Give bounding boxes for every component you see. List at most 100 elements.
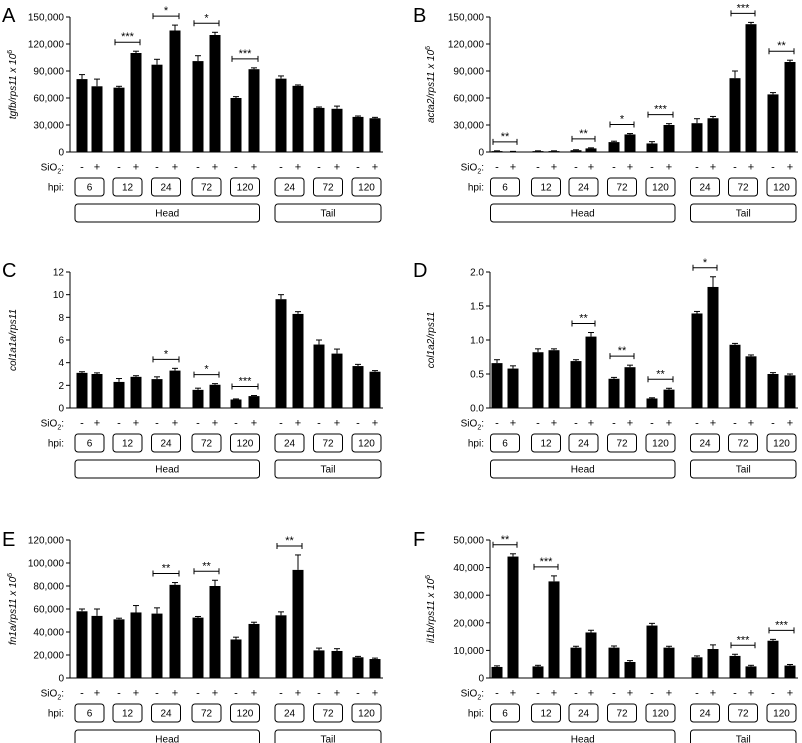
region-label: Head: [571, 465, 595, 476]
hpi-value: 24: [699, 709, 711, 720]
treatment-sign: -: [279, 162, 283, 174]
treatment-sign: -: [356, 418, 360, 430]
y-axis-label-text: il1b/rps11 x 10: [426, 578, 437, 643]
treatment-sign: -: [196, 162, 200, 174]
treatment-sign: -: [695, 162, 699, 174]
treatment-sign: +: [710, 418, 716, 430]
sio2-label-colon: :: [481, 689, 484, 700]
bar-head-24hpi-plus: [169, 584, 181, 678]
treatment-sign: +: [787, 418, 793, 430]
hpi-box: [351, 177, 382, 197]
treatment-sign: -: [695, 418, 699, 430]
y-axis-label: col1a1a/rps11: [8, 309, 19, 371]
hpi-box: [766, 703, 797, 723]
bar-head-6hpi-minus: [76, 372, 88, 408]
sio2-label-text: SiO: [461, 163, 478, 174]
bar-head-120hpi-minus: [230, 399, 242, 408]
bar-head-72hpi-plus: [624, 367, 636, 408]
hpi-value: 72: [322, 439, 334, 450]
hpi-box: [313, 177, 343, 197]
bar-tail-120hpi-plus: [784, 665, 796, 678]
treatment-sign: +: [372, 418, 378, 430]
hpi-box: [490, 433, 520, 453]
bar-tail-24hpi-minus: [691, 657, 703, 678]
hpi-value: 24: [578, 439, 590, 450]
treatment-sign: +: [334, 688, 340, 700]
y-tick-label: 0: [58, 148, 64, 159]
bar-head-24hpi-minus: [151, 613, 163, 678]
treatment-sign: +: [94, 688, 100, 700]
hpi-value: 24: [578, 183, 590, 194]
region-box-head: [74, 203, 260, 223]
y-tick-label: 0: [58, 404, 64, 415]
y-axis-label-text: fn1a/rps11 x 10: [8, 576, 19, 645]
treatment-sign: +: [372, 162, 378, 174]
hpi-value: 72: [201, 439, 213, 450]
treatment-sign: -: [771, 688, 775, 700]
hpi-box: [112, 177, 143, 197]
treatment-sign: -: [356, 688, 360, 700]
hpi-box: [568, 177, 599, 197]
treatment-sign: +: [551, 162, 557, 174]
hpi-value: 24: [284, 439, 296, 450]
sio2-label-subscript: 2: [477, 169, 481, 176]
sio2-label-subscript: 2: [477, 695, 481, 702]
significance-stars: **: [501, 131, 510, 143]
y-axis-label: tgfb/rps11 x 106: [7, 50, 19, 119]
treatment-sign: -: [733, 418, 737, 430]
bar-head-6hpi-plus: [507, 556, 519, 678]
panel-letter: A: [2, 5, 16, 27]
treatment-sign: +: [212, 688, 218, 700]
treatment-sign: +: [334, 162, 340, 174]
y-tick-label: 120,000: [28, 40, 65, 51]
treatment-sign: -: [117, 162, 121, 174]
sio2-label-subscript: 2: [57, 169, 61, 176]
region-box-head: [490, 729, 676, 743]
region-box-head: [74, 459, 260, 479]
treatment-sign: +: [627, 688, 633, 700]
panel-letter: F: [413, 529, 425, 551]
treatment-sign: -: [196, 418, 200, 430]
bar-head-72hpi-plus: [209, 586, 221, 678]
treatment-sign: -: [771, 418, 775, 430]
y-axis-label-superscript: 6: [425, 46, 432, 50]
treatment-sign: -: [650, 162, 654, 174]
hpi-value: 12: [122, 183, 134, 194]
hpi-row-label: hpi:: [48, 709, 64, 720]
bar-head-24hpi-minus: [570, 361, 582, 408]
sio2-row-label: SiO2:: [461, 419, 484, 432]
hpi-value: 6: [87, 183, 93, 194]
sio2-label-colon: :: [481, 419, 484, 430]
hpi-box: [74, 703, 105, 723]
hpi-box: [766, 177, 797, 197]
region-box-tail: [690, 729, 797, 743]
hpi-value: 12: [540, 439, 552, 450]
y-tick-label: 40,000: [33, 628, 64, 639]
chart-panel-a: A 0 30,000 60,000 90,000 120,000 150,000 tgfb/r…: [2, 5, 383, 223]
hpi-value: 24: [284, 709, 296, 720]
region-label: Head: [155, 209, 179, 220]
treatment-sign: -: [574, 418, 578, 430]
significance-stars: **: [777, 40, 786, 52]
hpi-value: 72: [616, 709, 628, 720]
hpi-box: [151, 433, 181, 453]
bar-tail-72hpi-minus: [729, 344, 741, 408]
hpi-value: 120: [652, 439, 669, 450]
hpi-box: [313, 703, 343, 723]
hpi-value: 72: [201, 183, 213, 194]
bar-head-72hpi-minus: [608, 647, 620, 678]
treatment-sign: +: [666, 688, 672, 700]
treatment-sign: -: [234, 162, 238, 174]
sio2-label-colon: :: [61, 689, 64, 700]
treatment-sign: +: [787, 688, 793, 700]
hpi-box: [766, 433, 797, 453]
bar-tail-24hpi-minus: [691, 123, 703, 152]
hpi-value: 24: [160, 709, 172, 720]
significance-stars: *: [164, 5, 169, 17]
hpi-row-label: hpi:: [468, 183, 484, 194]
treatment-sign: -: [155, 688, 159, 700]
treatment-sign: -: [356, 162, 360, 174]
hpi-value: 72: [737, 183, 749, 194]
hpi-value: 12: [122, 709, 134, 720]
